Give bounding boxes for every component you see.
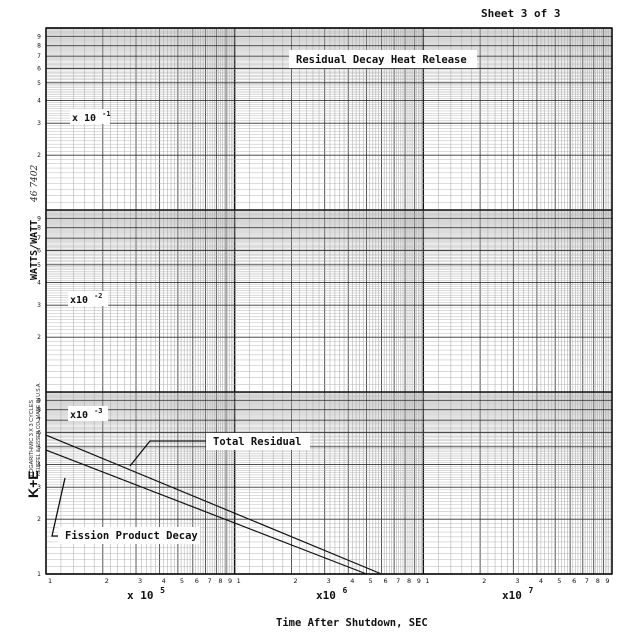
x-tick-label: 3 (515, 577, 519, 585)
x-tick-label: 8 (407, 577, 411, 585)
y-decade-label-1-exp: -1 (102, 110, 110, 118)
catalog-number: 46 7402 (30, 165, 40, 203)
chart-title: Residual Decay Heat Release (296, 54, 467, 66)
y-decade-label-2-exp: -2 (94, 292, 102, 300)
x-tick-label: 4 (539, 577, 543, 585)
y-tick-label: 9 (37, 33, 41, 40)
x-decade-label-2-exp: 6 (343, 586, 348, 595)
y-decade-label-3-base: x10 (70, 410, 88, 421)
y-decade-label-2: x10 -2 (68, 291, 108, 306)
publisher-line-2: KEUFFEL & ESSER CO. MADE IN U.S.A. (36, 382, 42, 476)
y-decade-label-3-exp: -3 (94, 407, 102, 415)
y-decade-label-3: x10 -3 (68, 406, 108, 421)
chart-title-box: Residual Decay Heat Release (289, 50, 477, 68)
x-tick-label: 8 (596, 577, 600, 585)
y-tick-label: 5 (37, 444, 41, 451)
svg-text:x10 6: x10 6 (316, 586, 348, 602)
x-tick-label: 1 (48, 577, 52, 585)
tick-labels: 1 2 3 4 5 6 7 8 9 1 2 3 4 5 6 7 8 9 1 2 3 4 5 6 7 8 91234567892345… (37, 33, 609, 585)
y-decade-label-1: x 10 -1 (70, 109, 111, 124)
y-tick-label: 4 (37, 279, 41, 286)
y-tick-label: 2 (37, 152, 41, 159)
svg-text:x 10 5: x 10 5 (127, 586, 165, 602)
x-tick-label: 1 (425, 577, 429, 585)
y-tick-label: 8 (37, 407, 41, 414)
x-decade-label-1-exp: 5 (160, 586, 165, 595)
x-tick-label: 7 (207, 577, 211, 585)
x-tick-label: 5 (369, 577, 373, 585)
x-tick-label: 6 (195, 577, 199, 585)
annotation-total-residual: Total Residual (206, 433, 310, 450)
y-tick-label: 5 (37, 262, 41, 269)
x-tick-label: 1 (237, 577, 241, 585)
x-tick-label: 7 (585, 577, 589, 585)
y-tick-label: 1 (37, 571, 41, 578)
y-tick-label: 7 (37, 53, 41, 60)
x-decade-label-2-base: x10 (316, 589, 336, 602)
x-tick-label: 4 (162, 577, 166, 585)
x-tick-label: 2 (482, 577, 486, 585)
series-lines (45, 434, 382, 575)
svg-text:x10 -2: x10 -2 (70, 292, 103, 306)
y-tick-label: 9 (37, 397, 41, 404)
y-decade-label-2-base: x10 (70, 295, 88, 306)
svg-text:x10 7: x10 7 (502, 586, 534, 602)
x-tick-label: 3 (327, 577, 331, 585)
x-decade-label-1: x 10 5 (127, 586, 165, 602)
leader-total-residual (129, 440, 206, 467)
y-tick-label: 3 (37, 302, 41, 309)
y-tick-label: 2 (37, 516, 41, 523)
x-decade-label-3-exp: 7 (529, 586, 534, 595)
publisher-line-1: LOGARITHMIC 3 X 3 CYCLES (29, 400, 35, 476)
x-tick-label: 2 (293, 577, 297, 585)
grid (45, 27, 613, 575)
x-tick-label: 5 (557, 577, 561, 585)
annotation-total-residual-label: Total Residual (213, 436, 302, 448)
y-tick-label: 2 (37, 334, 41, 341)
y-tick-label: 4 (37, 461, 41, 468)
x-decade-label-3: x10 7 (502, 586, 534, 602)
y-tick-label: 7 (37, 235, 41, 242)
y-tick-label: 5 (37, 80, 41, 87)
x-axis-label: Time After Shutdown, SEC (276, 617, 428, 629)
x-tick-label: 4 (350, 577, 354, 585)
x-tick-label: 6 (572, 577, 576, 585)
y-tick-label: 6 (37, 429, 41, 436)
annotation-fission-product: Fission Product Decay (58, 527, 200, 544)
x-decade-label-3-base: x10 (502, 589, 522, 602)
y-tick-label: 8 (37, 43, 41, 50)
y-tick-label: 8 (37, 225, 41, 232)
x-tick-label: 8 (218, 577, 222, 585)
y-decade-label-1-base: x 10 (72, 113, 96, 124)
y-tick-label: 7 (37, 417, 41, 424)
svg-text:x 10 -1: x 10 -1 (72, 110, 111, 124)
leader-lines (51, 440, 206, 537)
svg-text:x10 -3: x10 -3 (70, 407, 103, 421)
series-line-fission-product-decay (45, 449, 367, 575)
y-tick-label: 4 (37, 97, 41, 104)
x-tick-label: 9 (417, 577, 421, 585)
series-line-total-residual (45, 434, 382, 575)
x-tick-label: 3 (138, 577, 142, 585)
y-axis-label: WATTS/WATT (29, 220, 40, 280)
y-tick-label: 6 (37, 247, 41, 254)
x-tick-label: 2 (105, 577, 109, 585)
y-tick-label: 3 (37, 120, 41, 127)
x-decade-label-1-base: x 10 (127, 589, 154, 602)
x-tick-label: 6 (383, 577, 387, 585)
x-tick-label: 7 (396, 577, 400, 585)
publisher-mark: K+E (25, 470, 41, 498)
y-tick-label: 6 (37, 65, 41, 72)
x-decade-label-2: x10 6 (316, 586, 348, 602)
y-tick-label: 3 (37, 484, 41, 491)
x-tick-label: 5 (180, 577, 184, 585)
sheet-label: Sheet 3 of 3 (481, 7, 560, 20)
x-tick-label: 9 (605, 577, 609, 585)
y-tick-label: 9 (37, 215, 41, 222)
x-tick-label: 9 (228, 577, 232, 585)
annotation-fission-product-label: Fission Product Decay (65, 530, 198, 542)
plot-frame (45, 27, 613, 575)
leader-fission-product-decay (51, 477, 66, 537)
